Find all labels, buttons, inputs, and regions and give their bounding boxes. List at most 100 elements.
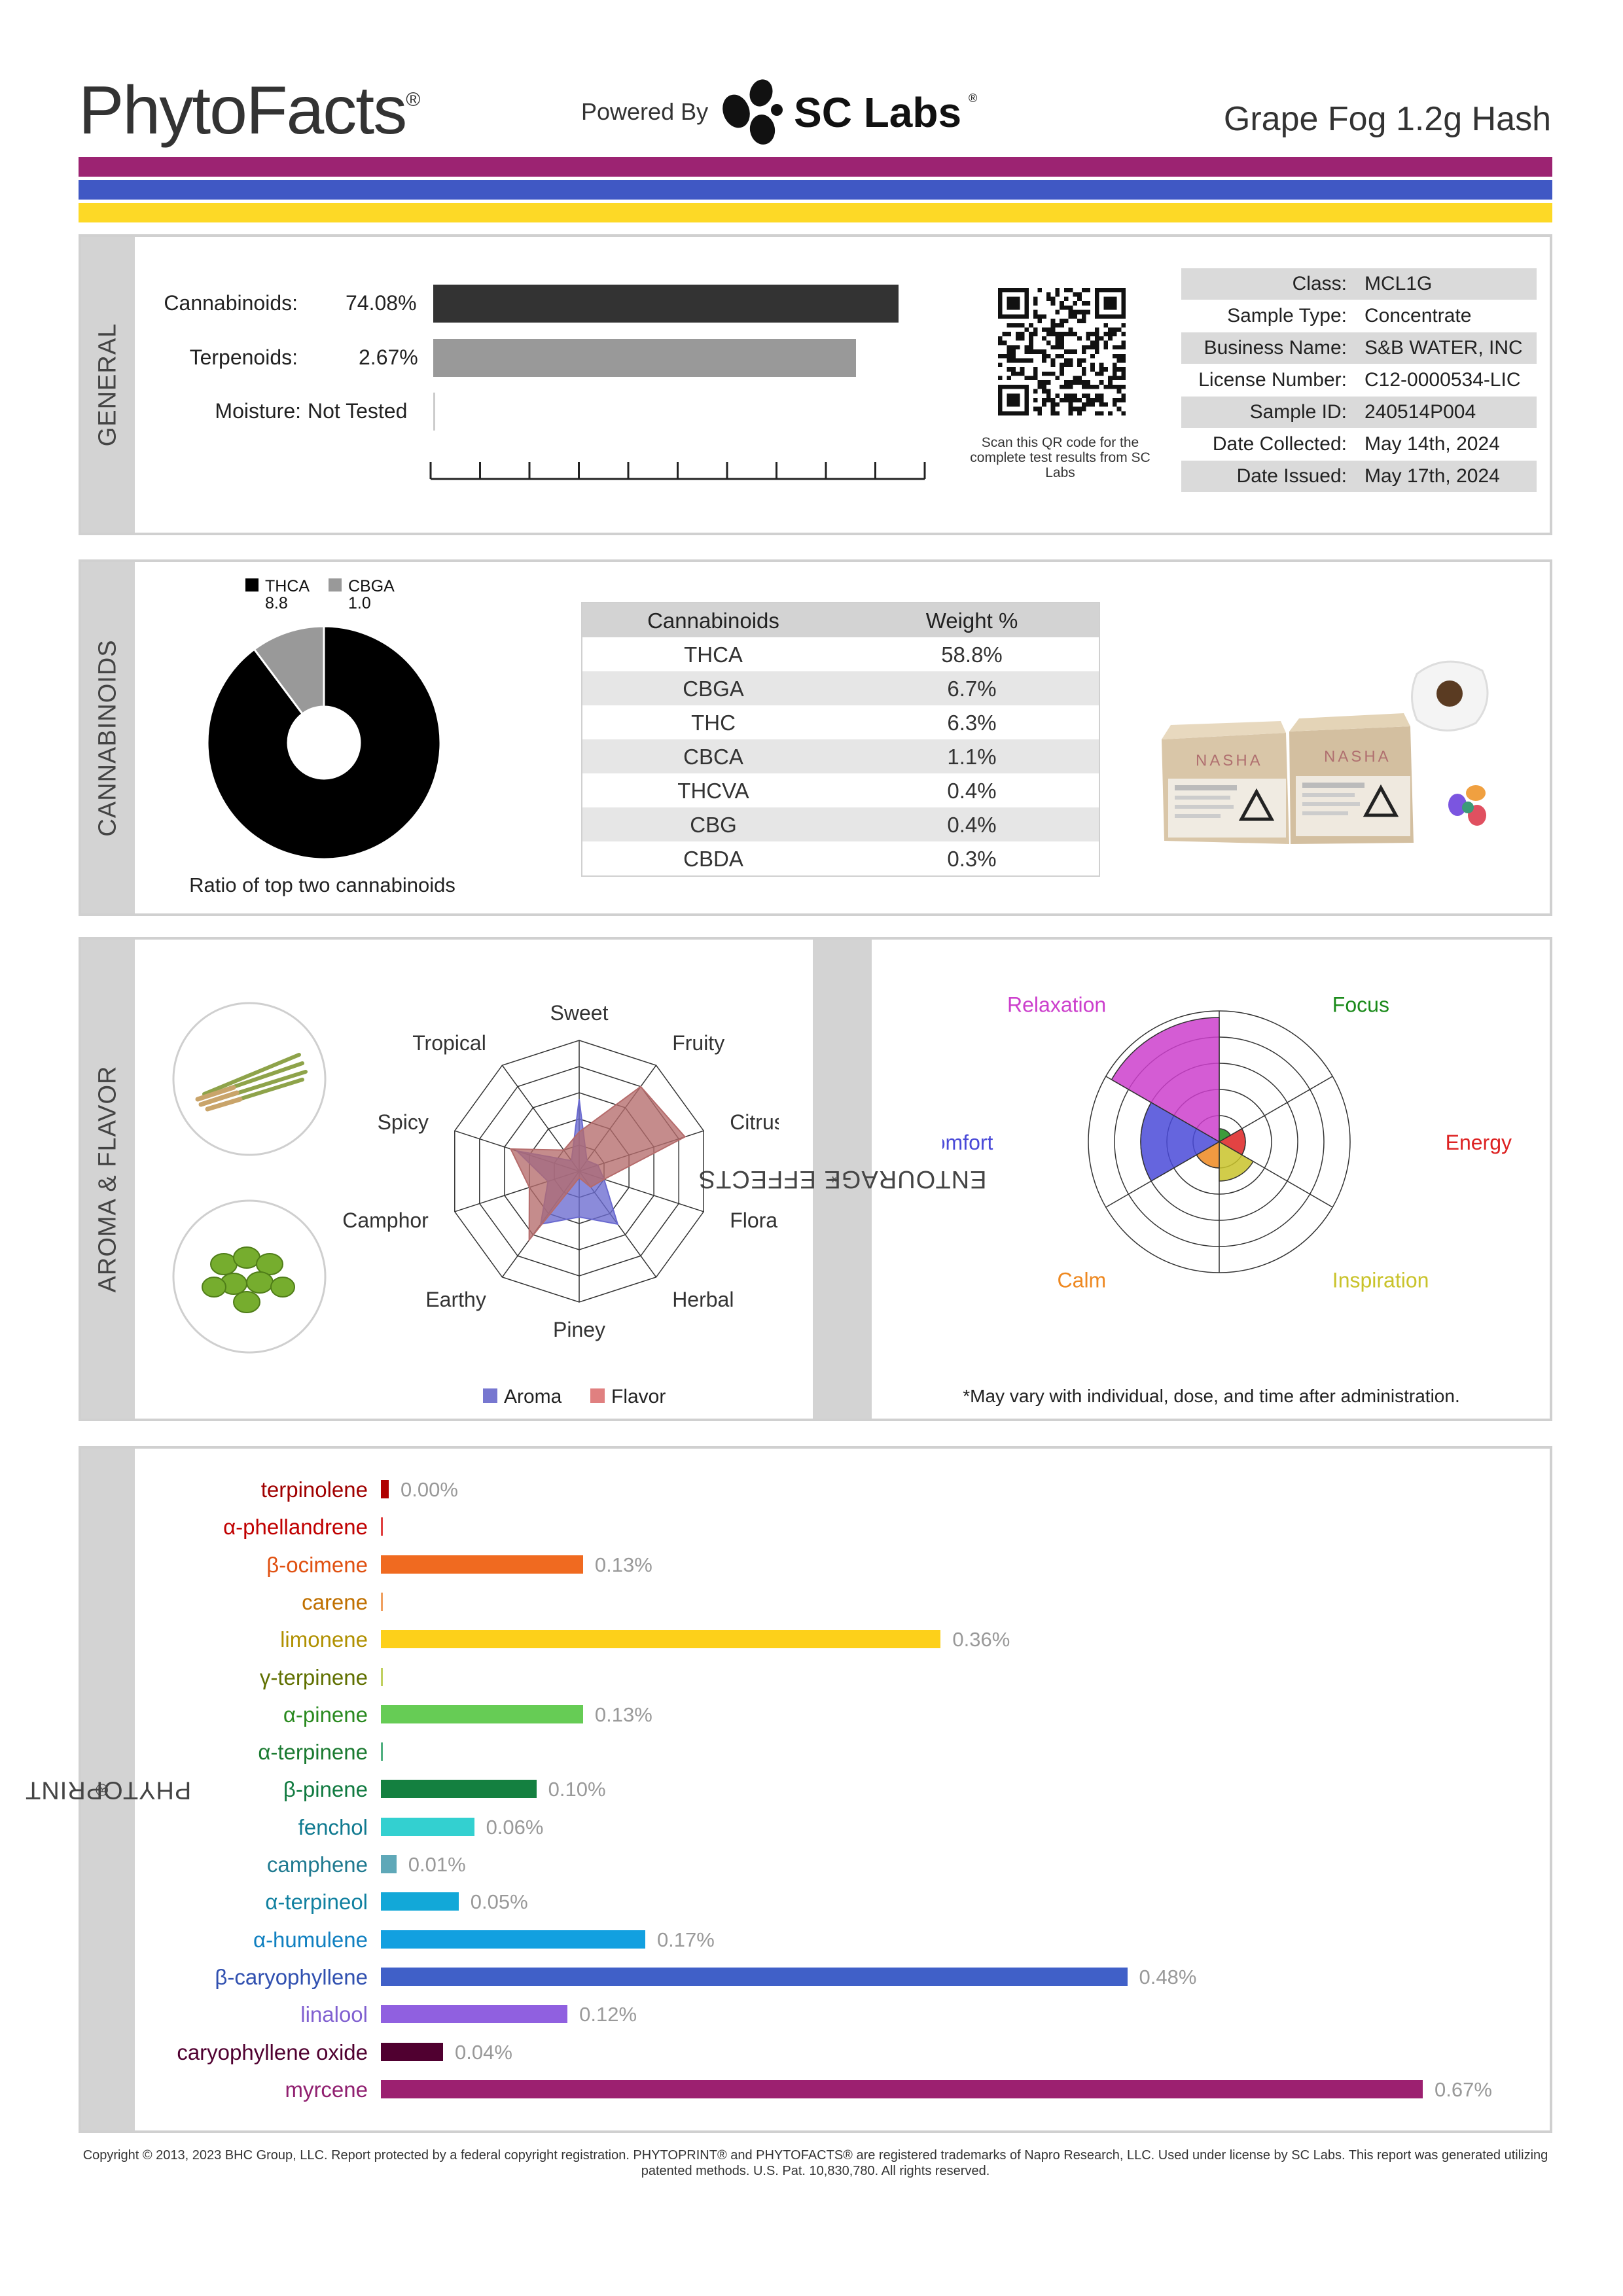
table-row: THCVA 0.4% — [677, 779, 997, 803]
radar-axis-label: Floral — [730, 1209, 779, 1232]
svg-text:SC Labs: SC Labs — [794, 89, 961, 136]
terpene-value: 0.04% — [455, 2040, 512, 2064]
terpene-label: camphene — [266, 1852, 368, 1877]
terpene-label: α-humulene — [253, 1927, 368, 1952]
terpene-label: myrcene — [285, 2077, 368, 2102]
terpene-bar — [381, 1480, 389, 1498]
moisture-bar — [433, 393, 435, 431]
terpene-label: α-terpinene — [258, 1740, 368, 1765]
radar-axis-label: Sweet — [550, 1001, 609, 1025]
terpene-bar — [381, 1667, 383, 1686]
terpene-bar — [381, 1592, 383, 1611]
polar-wedge-relaxation — [1111, 1017, 1220, 1143]
polar-label-focus: Focus — [1332, 993, 1389, 1017]
cannabinoids-side-label: CANNABINOIDS — [81, 562, 135, 913]
sc-labs-color-mark-icon — [1448, 785, 1486, 826]
terpene-value: 0.05% — [470, 1890, 528, 1914]
radar-axis-label: Camphor — [342, 1209, 429, 1232]
terpene-value: 0.17% — [656, 1928, 715, 1951]
radar-axis-label: Spicy — [378, 1110, 429, 1134]
radar-legend: Aroma Flavor — [483, 1386, 666, 1407]
terpenoids-value: 2.67% — [359, 345, 418, 369]
terpene-value: 0.36% — [952, 1628, 1010, 1651]
terpene-label: limonene — [280, 1627, 368, 1652]
terpene-label: fenchol — [298, 1814, 368, 1839]
product-name: Grape Fog 1.2g Hash — [1223, 100, 1551, 138]
moisture-label: Moisture: — [215, 399, 301, 423]
table-row: CBGA 6.7% — [582, 671, 1099, 705]
terpene-bar — [381, 1892, 459, 1911]
terpene-bar — [381, 1930, 645, 1949]
terpene-bar — [381, 1855, 397, 1873]
terpene-bar — [381, 1517, 383, 1536]
info-row-sample-type: Sample Type: Concentrate — [1227, 305, 1472, 327]
terpenoids-label: Terpenoids: — [189, 345, 298, 369]
info-row-business-name: Business Name: S&B WATER, INC — [1181, 332, 1537, 364]
terpene-bar — [381, 1817, 474, 1836]
hops-icon — [172, 1199, 327, 1354]
table-row: THC 6.3% — [691, 711, 997, 735]
qr-code[interactable] — [998, 288, 1126, 415]
legend-label-flavor: Flavor — [611, 1386, 666, 1407]
qr-caption: Scan this QR code for the complete test … — [970, 435, 1150, 480]
radar-axis-label: Piney — [553, 1318, 605, 1341]
polar-label-calm: Calm — [1058, 1268, 1107, 1292]
product-jar — [1411, 660, 1489, 732]
brand-name: PhytoFacts — [79, 73, 407, 149]
aroma-flavor-radar-chart: Sweet Fruity Citrusy Floral Herbal Piney Earth… — [342, 1001, 779, 1341]
terpene-bar — [381, 2079, 1423, 2098]
radar-axis-label: Herbal — [672, 1288, 734, 1311]
info-row-date-issued: Date Issued: May 17th, 2024 — [1181, 461, 1537, 492]
terpene-value: 0.06% — [486, 1815, 544, 1839]
radar-axis-label: Citrusy — [730, 1110, 779, 1134]
terpene-label: linalool — [300, 2002, 368, 2027]
legend-value-cbga: 1.0 — [348, 594, 371, 612]
terpene-bar — [381, 1555, 583, 1574]
brand-registered-mark: ® — [406, 89, 420, 111]
info-row-date-collected: Date Collected: May 14th, 2024 — [1212, 433, 1500, 455]
table-row: THCA 58.8% — [684, 643, 1003, 667]
terpene-label: terpinolene — [260, 1477, 368, 1502]
terpene-bar — [381, 1967, 1128, 1986]
terpene-bar — [381, 1704, 583, 1723]
terpene-value: 0.13% — [594, 1553, 652, 1576]
cannabinoids-label: Cannabinoids: — [164, 291, 298, 315]
header-stripe-blue — [79, 180, 1552, 200]
product-box-left: NASHA — [1162, 721, 1289, 844]
legend-swatch-aroma — [483, 1388, 497, 1403]
legend-value-thca: 8.8 — [265, 594, 288, 612]
general-side-label: GENERAL — [81, 237, 135, 533]
product-photo: NASHA NASHA — [1162, 660, 1489, 844]
brand-title: PhytoFacts® — [79, 72, 420, 150]
donut-slice-thca — [206, 625, 442, 860]
moisture-value: Not Tested — [308, 399, 408, 423]
header-stripe-purple — [79, 157, 1552, 177]
donut-slice-cbga — [253, 625, 325, 716]
terpene-label: β-pinene — [283, 1777, 368, 1802]
table-row: CBDA 0.3% — [683, 847, 997, 871]
svg-text:NASHA: NASHA — [1196, 752, 1263, 769]
terpene-label: α-phellandrene — [223, 1515, 368, 1540]
polar-label-energy: Energy — [1446, 1131, 1512, 1154]
terpene-label: β-ocimene — [266, 1552, 368, 1577]
product-box-right: NASHA — [1289, 713, 1414, 844]
terpene-value: 0.13% — [594, 1703, 652, 1726]
terpene-value: 0.67% — [1435, 2077, 1492, 2101]
terpene-value: 0.12% — [579, 2003, 637, 2026]
terpene-label: carene — [302, 1589, 368, 1614]
terpene-value: 0.48% — [1139, 1965, 1197, 1988]
polar-label-relaxation: Relaxation — [1007, 993, 1106, 1017]
cannabinoids-bar — [433, 285, 899, 323]
polar-label-comfort: Comfort — [942, 1131, 993, 1154]
terpene-label: caryophyllene oxide — [177, 2040, 368, 2064]
legend-swatch-cbga — [329, 578, 342, 592]
entourage-effects-polar-chart: Relaxation Focus Energy Inspiration Calm Comf… — [942, 993, 1512, 1292]
info-row-class: Class: MCL1G — [1181, 268, 1537, 300]
polar-wedge-inspiration — [1219, 1140, 1254, 1182]
aroma-side-label: AROMA & FLAVOR — [81, 940, 135, 1419]
legend-label-cbga: CBGA — [348, 577, 395, 595]
terpene-value: 0.01% — [408, 1853, 466, 1876]
sc-labs-name: SC Labs — [794, 89, 961, 136]
lemongrass-icon — [172, 1002, 327, 1156]
sc-labs-mark-icon — [722, 79, 783, 145]
